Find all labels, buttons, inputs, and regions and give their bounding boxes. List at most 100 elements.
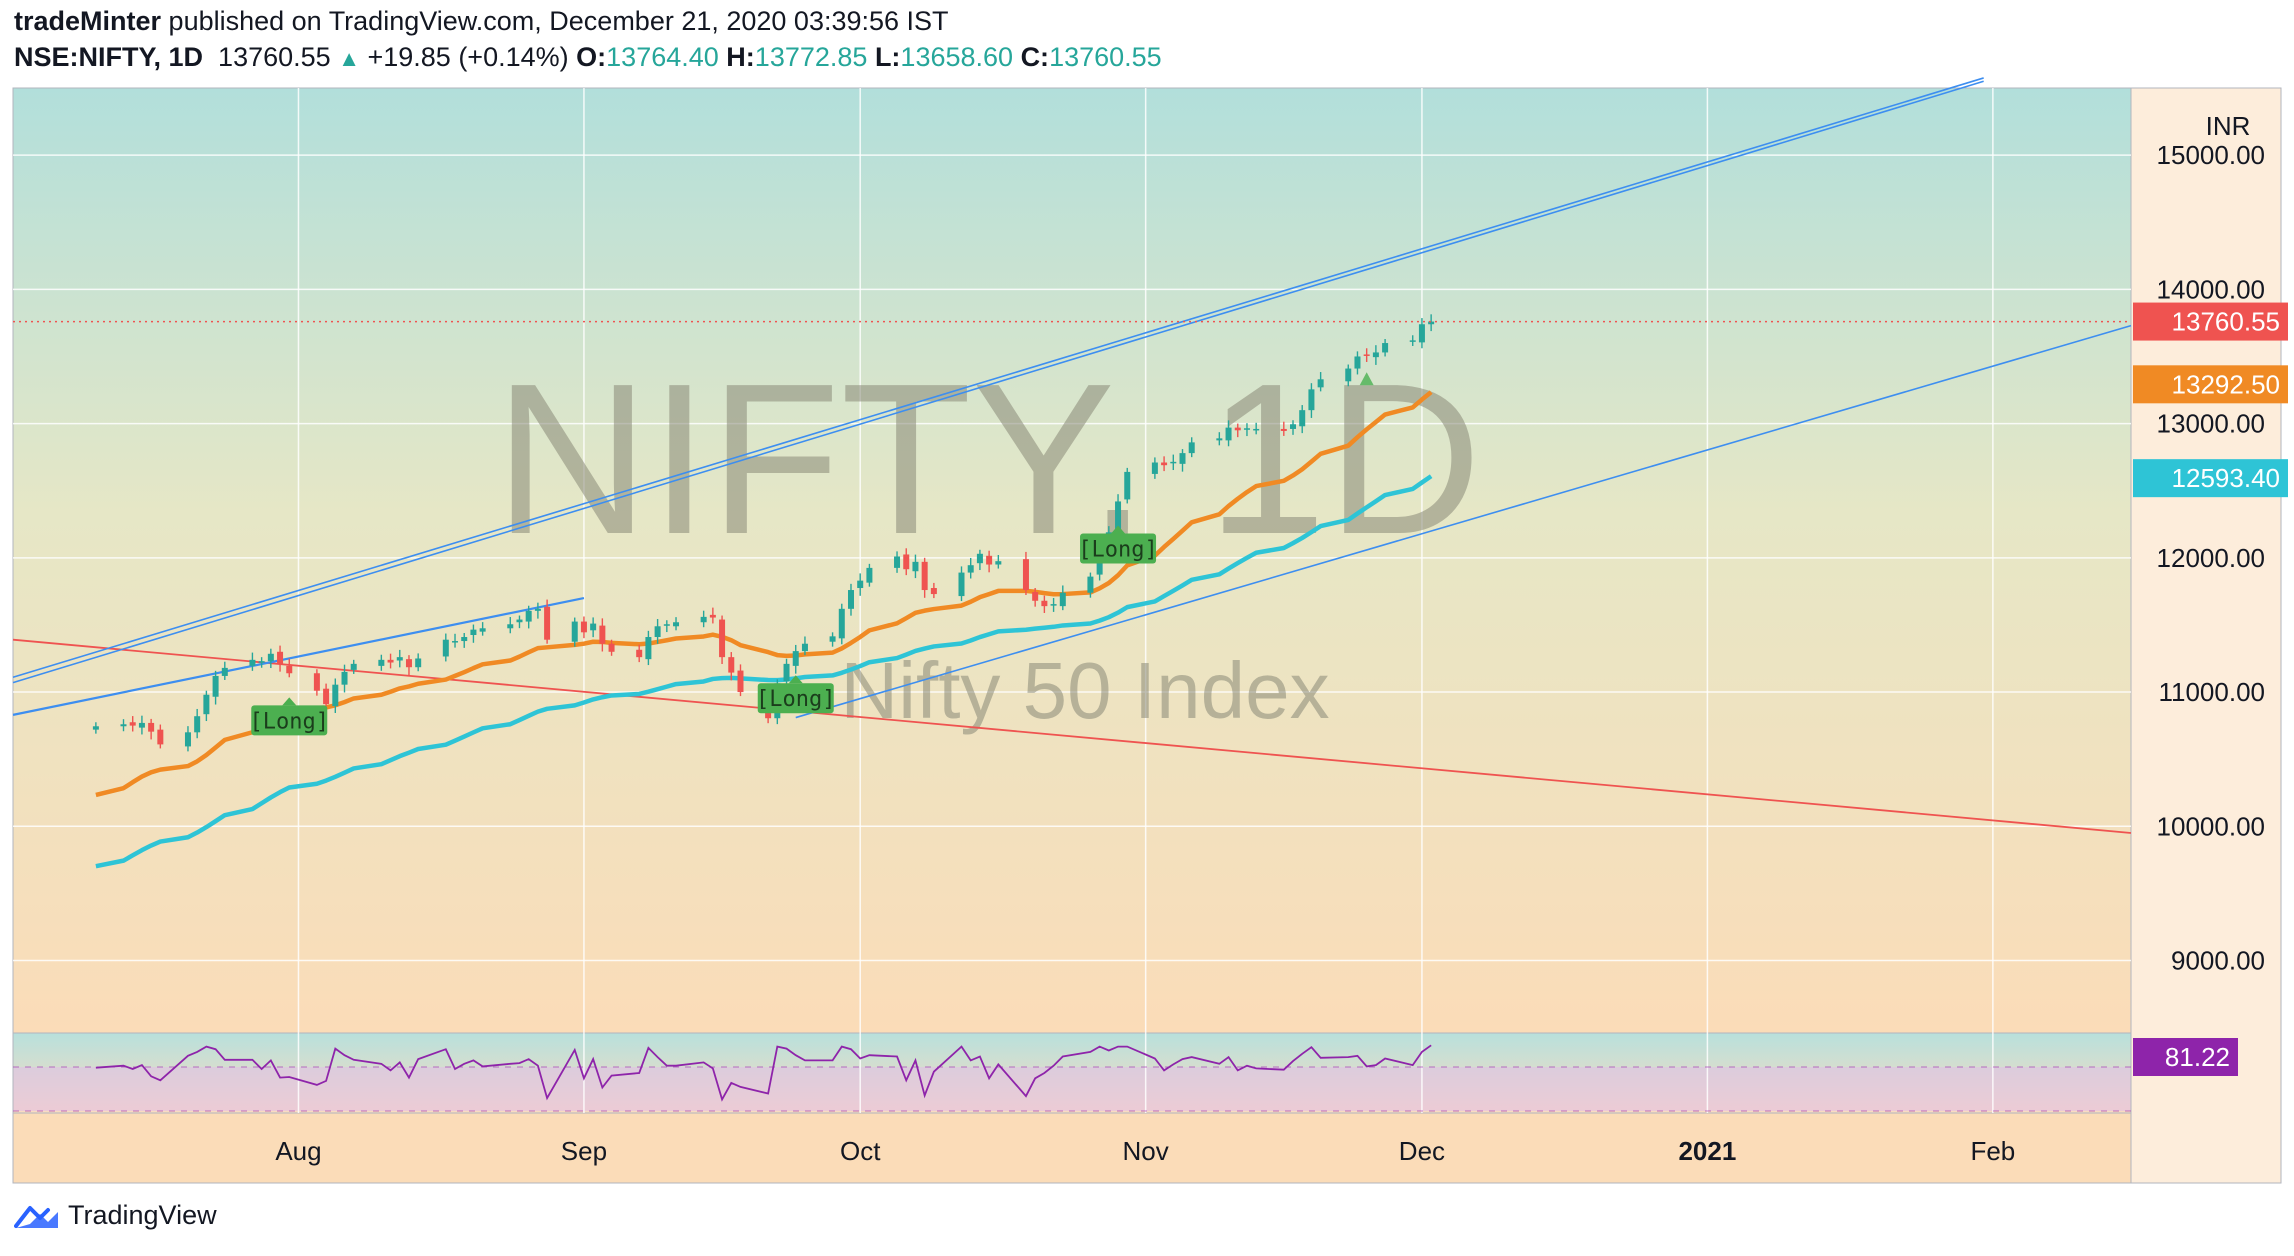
downtrend-line	[12, 638, 2132, 834]
candle-body	[313, 673, 320, 691]
price-badge-box	[2133, 365, 2288, 404]
candle-body	[1032, 592, 1039, 601]
candle-body	[792, 651, 799, 666]
candle-body	[1372, 352, 1379, 358]
candle-body	[350, 663, 357, 670]
time-axis-label: Feb	[1970, 1136, 2015, 1166]
candle-body	[719, 619, 726, 658]
candle-body	[507, 624, 514, 629]
channel-upper-line-2	[12, 77, 1984, 679]
price-tick-label: 12000.00	[2157, 543, 2265, 573]
candle-body	[387, 659, 394, 663]
candle-body	[442, 639, 449, 657]
plot-background	[13, 88, 2131, 1033]
candle-body	[1022, 559, 1029, 591]
author-name[interactable]: tradeMinter	[14, 6, 162, 36]
price-badge-box	[2133, 1038, 2238, 1076]
candle-body	[461, 637, 468, 642]
candle-body	[525, 610, 532, 622]
candle-body	[516, 619, 523, 623]
time-axis-label: Sep	[561, 1136, 607, 1166]
candle-body	[534, 608, 541, 611]
candle-body	[184, 732, 191, 747]
candle-body	[857, 580, 864, 589]
candle-body	[258, 661, 265, 663]
candle-body	[645, 637, 652, 660]
candle-body	[1188, 442, 1195, 454]
candle-body	[986, 555, 993, 565]
candle-body	[801, 643, 808, 652]
watermark-title: NIFTY, 1D	[494, 338, 1482, 579]
candle-body	[571, 621, 578, 642]
candle-body	[737, 670, 744, 693]
price-badge: 13760.55	[2133, 302, 2288, 341]
price-badge: 12593.40	[2133, 459, 2288, 498]
channel-upper-line-1	[12, 80, 1984, 684]
candle-body	[1059, 592, 1066, 607]
candle-body	[829, 636, 836, 642]
candle-body	[470, 629, 477, 635]
candle-body	[1253, 428, 1260, 431]
price-badge-label: 81.22	[2165, 1042, 2230, 1072]
candle-body	[221, 667, 228, 676]
candle-body	[1050, 604, 1057, 606]
candle-body	[728, 657, 735, 673]
close-value: 13760.55	[1049, 42, 1162, 72]
candle-body	[654, 626, 661, 638]
long-tag-pointer	[282, 697, 297, 706]
long-tag-box	[251, 705, 328, 736]
ema-slow-line	[95, 474, 1433, 869]
candle-body	[157, 729, 164, 745]
candle-body	[1243, 428, 1250, 430]
footer: TradingView	[14, 1200, 217, 1231]
candle-body	[129, 722, 136, 726]
candle-body	[1409, 340, 1416, 342]
support-trend-line	[795, 324, 2132, 719]
high-value: 13772.85	[754, 42, 868, 72]
candle-body	[286, 665, 293, 674]
candle-body	[1225, 427, 1232, 441]
candle-body	[277, 651, 284, 664]
tradingview-brand[interactable]: TradingView	[68, 1200, 217, 1230]
candle-body	[1345, 368, 1352, 382]
candle-body	[92, 726, 99, 730]
long-tag-box	[757, 683, 834, 714]
time-axis-label: Nov	[1123, 1136, 1169, 1166]
long-tag-pointer	[788, 675, 803, 684]
candle-body	[976, 553, 983, 564]
candle-body	[544, 606, 551, 640]
long-tag-label: [Long]	[250, 709, 329, 734]
time-axis-label: Dec	[1399, 1136, 1445, 1166]
candle-body	[921, 561, 928, 591]
time-axis-background	[13, 1113, 2131, 1183]
candle-body	[1124, 471, 1131, 500]
tradingview-logo-icon	[14, 1205, 58, 1228]
published-text: published on TradingView.com, December 2…	[168, 6, 949, 36]
candle-body	[673, 622, 680, 627]
candle-body	[580, 621, 587, 633]
candle-body	[1151, 462, 1158, 474]
candle-body	[323, 688, 330, 705]
candle-body	[1308, 389, 1315, 411]
candle-body	[1290, 424, 1297, 429]
price-badge: 13292.50	[2133, 365, 2288, 404]
candle-body	[452, 641, 459, 643]
candle-body	[194, 716, 201, 733]
symbol-label[interactable]: NSE:NIFTY, 1D	[14, 42, 204, 72]
candle-body	[608, 643, 615, 652]
long-signal-tag: [Long]	[756, 675, 835, 714]
price-badge: 81.22	[2133, 1038, 2238, 1076]
candle-body	[249, 659, 256, 666]
long-signal-tag: [Long]	[1078, 525, 1158, 564]
candle-body	[1216, 438, 1223, 441]
publish-info: tradeMinter published on TradingView.com…	[14, 6, 949, 37]
currency-label: INR	[2206, 111, 2251, 141]
candle-body	[203, 694, 210, 715]
price-axis-background	[2131, 88, 2281, 1183]
candle-body	[663, 624, 670, 626]
long-tag-label: [Long]	[1078, 538, 1157, 563]
price-tick-label: 11000.00	[2158, 677, 2265, 707]
candle-body	[148, 722, 155, 732]
price-tick-label: 9000.00	[2171, 946, 2265, 976]
